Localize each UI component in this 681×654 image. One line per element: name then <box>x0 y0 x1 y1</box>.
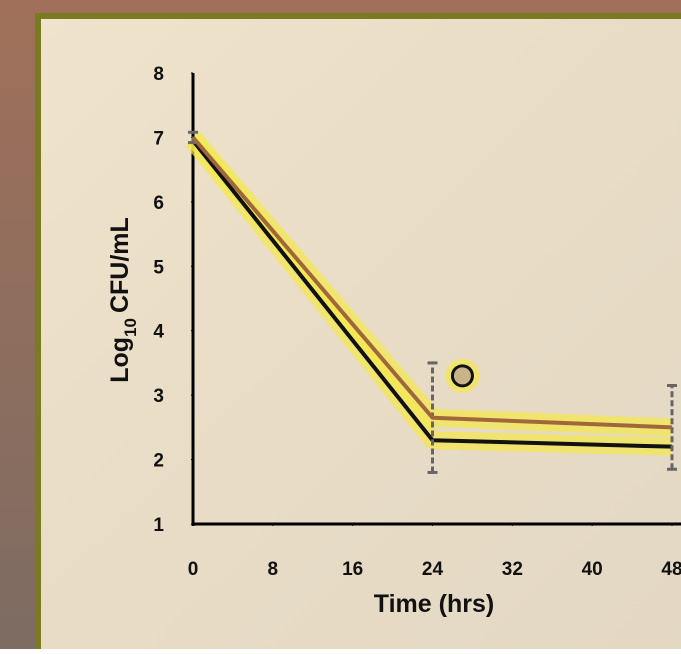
y-tick-label: 1 <box>153 515 164 536</box>
chart: Time (hrs) Log10 CFU/mL 1 2 3 4 5 6 7 8 0 8 16 24 32 4… <box>0 0 681 649</box>
y-tick-label: 2 <box>153 451 164 472</box>
y-label-sub: 10 <box>121 318 140 337</box>
x-tick-label: 48 <box>661 559 681 580</box>
x-axis-label: Time (hrs) <box>374 590 494 618</box>
x-tick-label: 16 <box>342 559 363 580</box>
page: {"chart_data": {"type": "line", "x_label… <box>0 0 681 649</box>
marker <box>452 366 472 386</box>
y-label-rest: CFU/mL <box>106 217 134 313</box>
y-tick-label: 8 <box>153 64 164 85</box>
y-label-main: Log <box>106 337 134 383</box>
y-tick-label: 7 <box>153 128 164 149</box>
y-tick-label: 3 <box>153 386 164 407</box>
x-tick-label: 40 <box>582 559 603 580</box>
x-tick-label: 8 <box>268 559 279 580</box>
x-tick-label: 0 <box>188 559 199 580</box>
x-tick-label: 24 <box>422 559 444 580</box>
y-tick-label: 5 <box>153 257 164 278</box>
y-tick-label: 4 <box>153 322 164 343</box>
x-tick-label: 32 <box>502 559 523 580</box>
y-tick-label: 6 <box>153 193 164 214</box>
